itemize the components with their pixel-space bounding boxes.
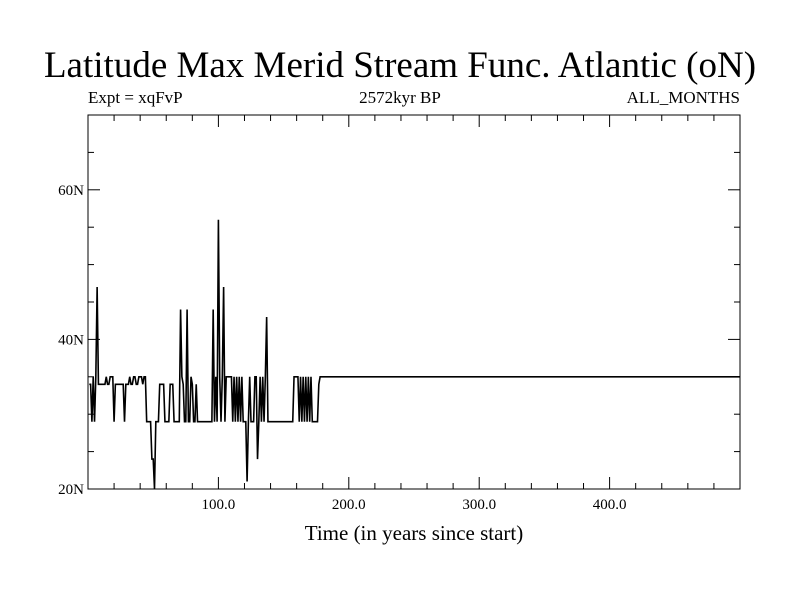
x-tick-label: 400.0 bbox=[593, 497, 627, 513]
x-tick-label: 100.0 bbox=[202, 497, 236, 513]
minor-ticks bbox=[88, 115, 740, 489]
months-label: ALL_MONTHS bbox=[626, 88, 740, 107]
y-tick-label: 20N bbox=[58, 482, 84, 498]
tick-labels: 100.0 200.0 300.0 400.0 20N 40N 60N bbox=[58, 183, 626, 513]
x-tick-label: 200.0 bbox=[332, 497, 366, 513]
y-tick-label: 60N bbox=[58, 183, 84, 199]
period-label: 2572kyr BP bbox=[359, 88, 441, 107]
x-tick-label: 300.0 bbox=[462, 497, 496, 513]
plot-frame bbox=[87, 114, 741, 490]
experiment-label: Expt = xqFvP bbox=[88, 88, 183, 107]
major-ticks bbox=[88, 115, 740, 490]
x-axis-label: Time (in years since start) bbox=[304, 521, 524, 545]
series-line bbox=[89, 219, 740, 490]
y-tick-label: 40N bbox=[58, 332, 84, 348]
chart-title: Latitude Max Merid Stream Func. Atlantic… bbox=[43, 45, 757, 86]
